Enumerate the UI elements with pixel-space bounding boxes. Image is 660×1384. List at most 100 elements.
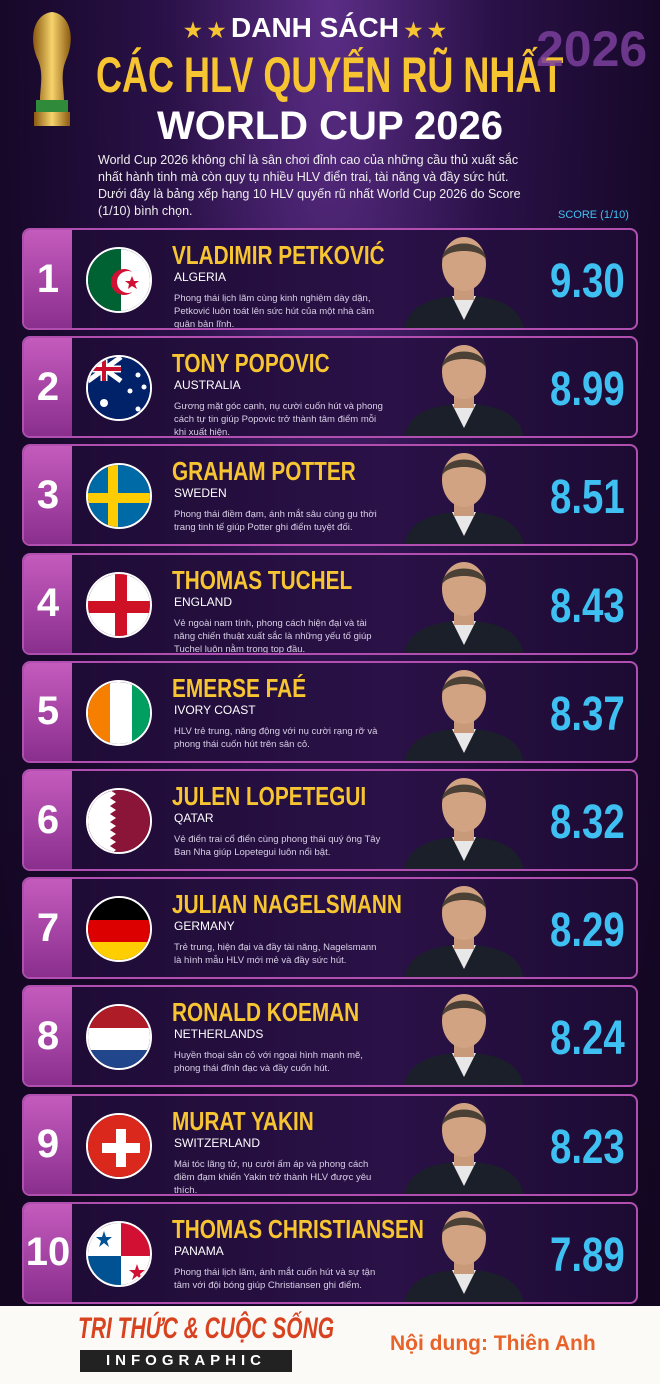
coach-name-text: JULEN LOPETEGUI bbox=[172, 781, 367, 811]
coach-name: RONALD KOEMAN bbox=[172, 997, 406, 1028]
ranking-row: 3 GRAHAM POTTER SWEDEN Phong thái điềm đạm,… bbox=[22, 444, 638, 547]
flag bbox=[86, 247, 152, 313]
flag bbox=[86, 355, 152, 422]
coach-name-text: TONY POPOVIC bbox=[172, 348, 330, 379]
flag bbox=[86, 679, 152, 746]
score: 7.89 bbox=[550, 1228, 636, 1283]
coach-name: VLADIMIR PETKOVIĆ bbox=[172, 240, 438, 271]
portrait-art bbox=[404, 886, 524, 978]
score-text: 8.43 bbox=[550, 579, 625, 633]
coach-name: THOMAS TUCHEL bbox=[172, 565, 397, 596]
description: Vẻ điển trai cổ điển cùng phong thái quý… bbox=[174, 834, 381, 858]
coach-name: GRAHAM POTTER bbox=[172, 456, 402, 487]
score-text: 7.89 bbox=[550, 1228, 625, 1282]
portrait bbox=[394, 1204, 534, 1302]
rank: 9 bbox=[24, 1095, 72, 1194]
score: 8.23 bbox=[550, 1120, 636, 1175]
brand-sub: INFOGRAPHIC bbox=[80, 1350, 292, 1372]
coach-name-text: THOMAS TUCHEL bbox=[172, 564, 353, 595]
description: Gương mặt góc cạnh, nụ cười cuốn hút và … bbox=[174, 401, 383, 439]
score: 8.37 bbox=[550, 687, 636, 742]
kicker: ★ ★ DANH SÁCH ★ ★ bbox=[184, 12, 446, 43]
coach-name: EMERSE FAÉ bbox=[172, 673, 340, 704]
flag-art bbox=[88, 357, 150, 420]
flag bbox=[86, 1004, 152, 1071]
coach-name: MURAT YAKIN bbox=[172, 1106, 349, 1137]
portrait-art bbox=[404, 1102, 524, 1194]
ranking-row: 1 VLADIMIR PETKOVIĆ ALGERIA Phong thái lịch… bbox=[22, 228, 638, 330]
ranking-row: 7 JULIAN NAGELSMANN GERMANY Trẻ trung, hiện… bbox=[22, 877, 638, 980]
portrait-art bbox=[404, 237, 524, 328]
title-text: CÁC HLV QUYẾN RŨ NHẤT bbox=[96, 47, 564, 103]
score: 8.51 bbox=[550, 470, 636, 525]
description: HLV trẻ trung, năng động với nụ cười rạn… bbox=[174, 725, 378, 750]
ranking-row: 10 THOMAS CHRISTIANSEN PANAMA Phong thái lị… bbox=[22, 1201, 638, 1304]
portrait bbox=[394, 987, 534, 1086]
score: 8.24 bbox=[550, 1011, 636, 1066]
brand-text: TRI THỨC & CUỘC SỐNG bbox=[78, 1312, 335, 1345]
description: Trẻ trung, hiện đại và đầy tài năng, Nag… bbox=[174, 942, 377, 967]
emblem: 2026 bbox=[536, 21, 648, 77]
rank: 3 bbox=[24, 446, 72, 545]
score-text: 8.37 bbox=[550, 687, 625, 741]
coach-name: THOMAS CHRISTIANSEN bbox=[172, 1214, 487, 1245]
portrait bbox=[394, 555, 534, 653]
flag bbox=[86, 896, 152, 963]
score: 8.32 bbox=[550, 795, 636, 850]
description: Vẻ ngoài nam tính, phong cách hiện đại v… bbox=[174, 617, 372, 655]
rank: 6 bbox=[24, 771, 72, 869]
rank: 1 bbox=[24, 230, 72, 328]
rank: 10 bbox=[24, 1203, 72, 1302]
description: Mái tóc lãng tử, nụ cười ấm áp và phong … bbox=[174, 1158, 372, 1196]
portrait-art bbox=[404, 994, 524, 1086]
ranking-row: 4 THOMAS TUCHEL ENGLAND Vẻ ngoài nam tính, … bbox=[22, 552, 638, 655]
description: Phong thái lịch lãm cùng kinh nghiệm dày… bbox=[174, 293, 375, 330]
score: 8.29 bbox=[550, 903, 636, 958]
score-text: 9.30 bbox=[550, 255, 625, 308]
score: 8.43 bbox=[550, 579, 636, 634]
ranking-row: 9 MURAT YAKIN SWITZERLAND Mái tóc lãng tử, … bbox=[22, 1093, 638, 1196]
flag-art bbox=[88, 1114, 150, 1177]
description: Huyền thoại sân cỏ với ngoại hình mạnh m… bbox=[174, 1050, 363, 1075]
title: CÁC HLV QUYẾN RŨ NHẤT bbox=[96, 46, 576, 104]
score-text: 8.23 bbox=[550, 1120, 625, 1174]
score-text: 8.51 bbox=[550, 471, 625, 525]
footer: TRI THỨC & CUỘC SỐNG INFOGRAPHIC Nội dun… bbox=[0, 1306, 660, 1384]
rank: 5 bbox=[24, 662, 72, 761]
portrait-art bbox=[404, 453, 524, 545]
coach-name-text: GRAHAM POTTER bbox=[172, 456, 356, 487]
coach-name: TONY POPOVIC bbox=[172, 348, 369, 379]
flag-art bbox=[88, 573, 150, 636]
score: 9.30 bbox=[550, 254, 636, 309]
score: 8.99 bbox=[550, 362, 636, 417]
flag-art bbox=[88, 790, 150, 852]
ranking-row: 5 EMERSE FAÉ IVORY COAST HLV trẻ trung, năn… bbox=[22, 660, 638, 763]
country: SWEDEN bbox=[174, 486, 227, 501]
trophy-icon bbox=[33, 12, 71, 126]
rank: 2 bbox=[24, 338, 72, 437]
portrait-art bbox=[404, 561, 524, 653]
credit: Nội dung: Thiên Anh bbox=[390, 1332, 596, 1355]
coach-name-text: THOMAS CHRISTIANSEN bbox=[172, 1213, 424, 1244]
country: NETHERLANDS bbox=[174, 1027, 264, 1042]
country: GERMANY bbox=[174, 919, 235, 934]
portrait bbox=[394, 1096, 534, 1194]
coach-name: JULIAN NAGELSMANN bbox=[172, 889, 459, 920]
country: IVORY COAST bbox=[174, 702, 256, 717]
portrait bbox=[394, 446, 534, 545]
rank: 7 bbox=[24, 879, 72, 978]
intro: World Cup 2026 không chỉ là sân chơi đỉn… bbox=[98, 153, 521, 218]
portrait bbox=[394, 338, 534, 437]
country: AUSTRALIA bbox=[174, 378, 241, 393]
subtitle: WORLD CUP 2026 bbox=[156, 104, 503, 148]
ranking-row: 2 TONY POPOVIC AUSTRALIA Gương mặt góc cạnh… bbox=[22, 336, 638, 439]
score-text: 8.32 bbox=[550, 796, 625, 849]
flag bbox=[86, 1112, 152, 1179]
description: Phong thái điềm đạm, ánh mắt sâu cùng gu… bbox=[174, 509, 377, 534]
portrait-art bbox=[404, 669, 524, 761]
ranking-row: 8 RONALD KOEMAN NETHERLANDS Huyền thoại sân… bbox=[22, 985, 638, 1088]
coach-name-text: EMERSE FAÉ bbox=[172, 672, 307, 703]
flag-art bbox=[88, 1222, 150, 1285]
rank: 8 bbox=[24, 987, 72, 1086]
